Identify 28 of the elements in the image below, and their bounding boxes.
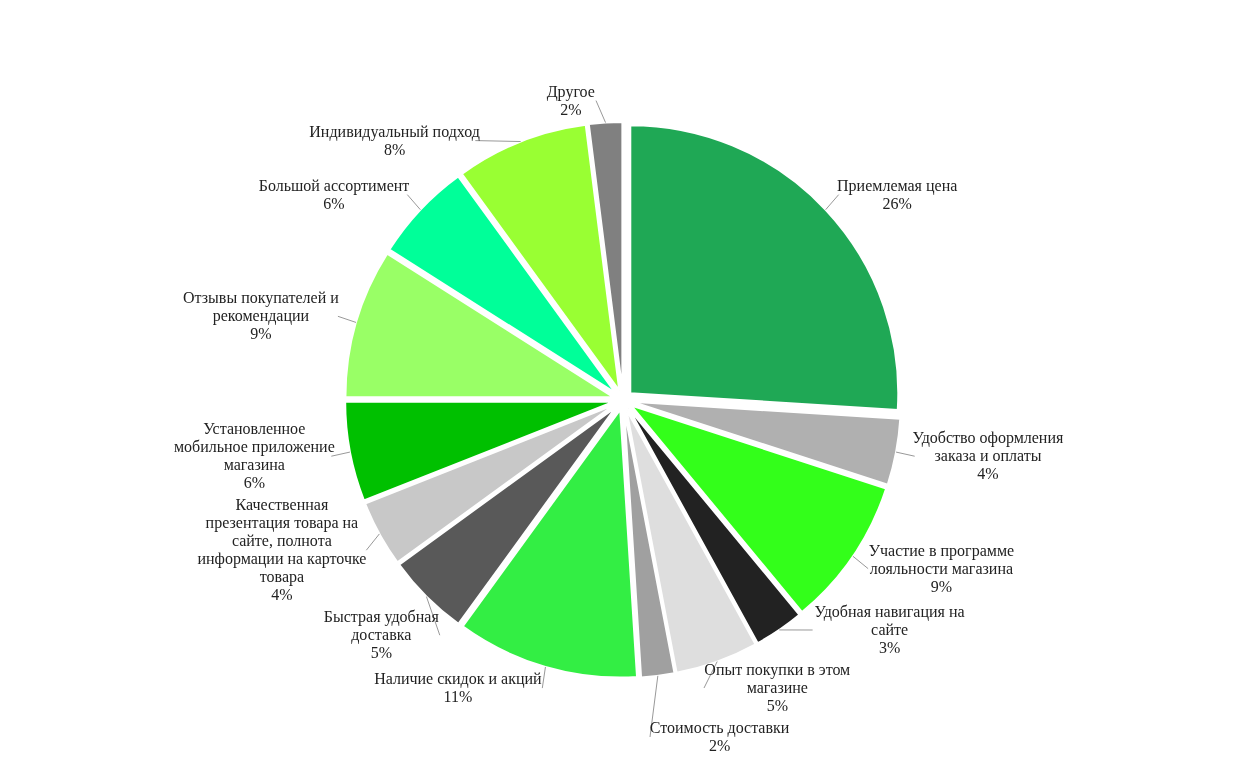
data-label: 5% xyxy=(370,644,392,662)
data-label: 26% xyxy=(882,194,912,212)
slice-label: Приемлемая цена xyxy=(837,176,958,195)
slice-label: Индивидуальный подход xyxy=(309,122,480,141)
slice-label: Другое xyxy=(546,82,595,101)
slice-label: Быстрая удобная доставка xyxy=(323,608,440,645)
slice-label: Отзывы покупателей и рекомендации xyxy=(183,289,340,326)
slice-label: Стоимость доставки xyxy=(649,719,790,737)
data-label: 5% xyxy=(766,697,788,714)
data-label: 6% xyxy=(323,194,345,212)
data-label: 3% xyxy=(878,639,901,656)
slice-label: Участие в программе лояльности магазина xyxy=(868,541,1015,577)
data-label: 6% xyxy=(243,474,265,492)
data-label: 4% xyxy=(977,465,999,483)
data-label: 9% xyxy=(930,577,953,595)
slice-label: Удобная навигация на сайте xyxy=(814,603,965,638)
slice-label: Опыт покупки в этом магазине xyxy=(704,661,851,696)
data-label: 9% xyxy=(250,325,272,343)
data-label: 2% xyxy=(560,100,582,118)
data-label: 2% xyxy=(708,737,731,754)
data-label: 4% xyxy=(271,586,293,604)
slice-label: Удобство оформления заказа и оплаты xyxy=(912,429,1064,465)
slice-label: Наличие скидок и акций xyxy=(374,670,543,689)
data-label: 11% xyxy=(443,688,473,706)
data-label: 8% xyxy=(383,140,406,158)
slice-label: Установленное мобильное приложение магазина xyxy=(173,420,335,474)
slice-label: Большой ассортимент xyxy=(258,176,410,195)
slice-label: Качественная презентация товара на сайте, полнота информации на карточке товара xyxy=(197,496,367,587)
